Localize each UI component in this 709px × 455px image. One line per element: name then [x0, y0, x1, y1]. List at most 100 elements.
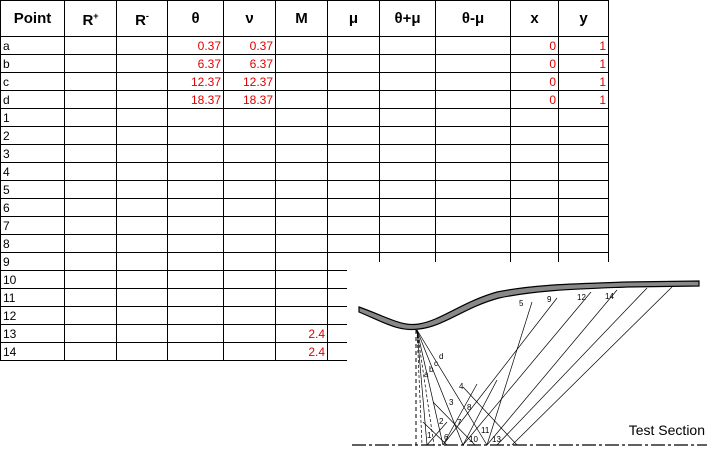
value-cell[interactable] — [64, 342, 117, 361]
value-cell[interactable] — [64, 36, 117, 55]
value-cell[interactable] — [379, 36, 436, 55]
point-cell[interactable]: 9 — [0, 252, 65, 271]
value-cell[interactable] — [275, 288, 328, 307]
point-cell[interactable]: 11 — [0, 288, 65, 307]
value-cell[interactable] — [167, 108, 224, 127]
value-cell[interactable] — [327, 144, 380, 163]
value-cell[interactable] — [275, 234, 328, 253]
point-cell[interactable]: 13 — [0, 324, 65, 343]
value-cell[interactable] — [327, 36, 380, 55]
value-cell[interactable] — [435, 36, 511, 55]
value-cell[interactable] — [275, 36, 328, 55]
value-cell[interactable] — [167, 126, 224, 145]
value-cell[interactable]: 2.4 — [275, 324, 328, 343]
value-cell[interactable] — [116, 342, 168, 361]
value-cell[interactable] — [167, 288, 224, 307]
value-cell[interactable] — [116, 270, 168, 289]
value-cell[interactable] — [275, 108, 328, 127]
value-cell[interactable] — [327, 234, 380, 253]
value-cell[interactable] — [327, 126, 380, 145]
value-cell[interactable]: 6.37 — [223, 54, 276, 73]
value-cell[interactable] — [275, 252, 328, 271]
value-cell[interactable] — [435, 162, 511, 181]
value-cell[interactable]: 12.37 — [223, 72, 276, 91]
value-cell[interactable] — [558, 108, 609, 127]
point-cell[interactable]: b — [0, 54, 65, 73]
value-cell[interactable] — [64, 108, 117, 127]
point-cell[interactable]: 10 — [0, 270, 65, 289]
value-cell[interactable] — [510, 198, 559, 217]
value-cell[interactable] — [379, 90, 436, 109]
value-cell[interactable] — [327, 198, 380, 217]
value-cell[interactable] — [327, 72, 380, 91]
value-cell[interactable] — [510, 180, 559, 199]
value-cell[interactable] — [558, 234, 609, 253]
value-cell[interactable] — [64, 324, 117, 343]
value-cell[interactable] — [223, 324, 276, 343]
value-cell[interactable] — [275, 198, 328, 217]
value-cell[interactable]: 0 — [510, 36, 559, 55]
value-cell[interactable] — [116, 144, 168, 163]
value-cell[interactable] — [64, 72, 117, 91]
value-cell[interactable] — [275, 144, 328, 163]
value-cell[interactable]: 1 — [558, 72, 609, 91]
value-cell[interactable] — [510, 162, 559, 181]
value-cell[interactable] — [64, 306, 117, 325]
value-cell[interactable]: 0 — [510, 72, 559, 91]
value-cell[interactable] — [510, 234, 559, 253]
value-cell[interactable] — [167, 216, 224, 235]
value-cell[interactable] — [510, 126, 559, 145]
value-cell[interactable] — [167, 252, 224, 271]
value-cell[interactable] — [558, 216, 609, 235]
value-cell[interactable]: 0.37 — [223, 36, 276, 55]
value-cell[interactable]: 1 — [558, 36, 609, 55]
value-cell[interactable] — [167, 144, 224, 163]
value-cell[interactable] — [558, 162, 609, 181]
value-cell[interactable] — [116, 162, 168, 181]
value-cell[interactable]: 6.37 — [167, 54, 224, 73]
value-cell[interactable] — [223, 198, 276, 217]
point-cell[interactable]: 4 — [0, 162, 65, 181]
value-cell[interactable] — [379, 198, 436, 217]
value-cell[interactable] — [558, 180, 609, 199]
value-cell[interactable] — [379, 72, 436, 91]
value-cell[interactable] — [223, 306, 276, 325]
point-cell[interactable]: 2 — [0, 126, 65, 145]
value-cell[interactable] — [116, 108, 168, 127]
value-cell[interactable] — [379, 180, 436, 199]
value-cell[interactable] — [435, 108, 511, 127]
value-cell[interactable] — [379, 126, 436, 145]
value-cell[interactable] — [223, 126, 276, 145]
value-cell[interactable] — [64, 270, 117, 289]
value-cell[interactable] — [64, 180, 117, 199]
value-cell[interactable] — [223, 288, 276, 307]
value-cell[interactable] — [116, 72, 168, 91]
value-cell[interactable] — [64, 252, 117, 271]
value-cell[interactable] — [64, 216, 117, 235]
value-cell[interactable] — [116, 198, 168, 217]
point-cell[interactable]: a — [0, 36, 65, 55]
point-cell[interactable]: d — [0, 90, 65, 109]
value-cell[interactable] — [64, 54, 117, 73]
value-cell[interactable] — [167, 198, 224, 217]
point-cell[interactable]: 12 — [0, 306, 65, 325]
value-cell[interactable] — [116, 252, 168, 271]
value-cell[interactable] — [327, 90, 380, 109]
value-cell[interactable] — [510, 144, 559, 163]
value-cell[interactable]: 12.37 — [167, 72, 224, 91]
value-cell[interactable] — [223, 162, 276, 181]
value-cell[interactable] — [64, 126, 117, 145]
value-cell[interactable]: 1 — [558, 54, 609, 73]
value-cell[interactable]: 0 — [510, 54, 559, 73]
value-cell[interactable] — [435, 144, 511, 163]
value-cell[interactable] — [116, 234, 168, 253]
value-cell[interactable] — [64, 288, 117, 307]
value-cell[interactable] — [223, 234, 276, 253]
value-cell[interactable] — [116, 216, 168, 235]
value-cell[interactable] — [116, 90, 168, 109]
value-cell[interactable] — [275, 126, 328, 145]
value-cell[interactable] — [435, 54, 511, 73]
value-cell[interactable] — [327, 108, 380, 127]
value-cell[interactable]: 1 — [558, 90, 609, 109]
value-cell[interactable] — [64, 144, 117, 163]
